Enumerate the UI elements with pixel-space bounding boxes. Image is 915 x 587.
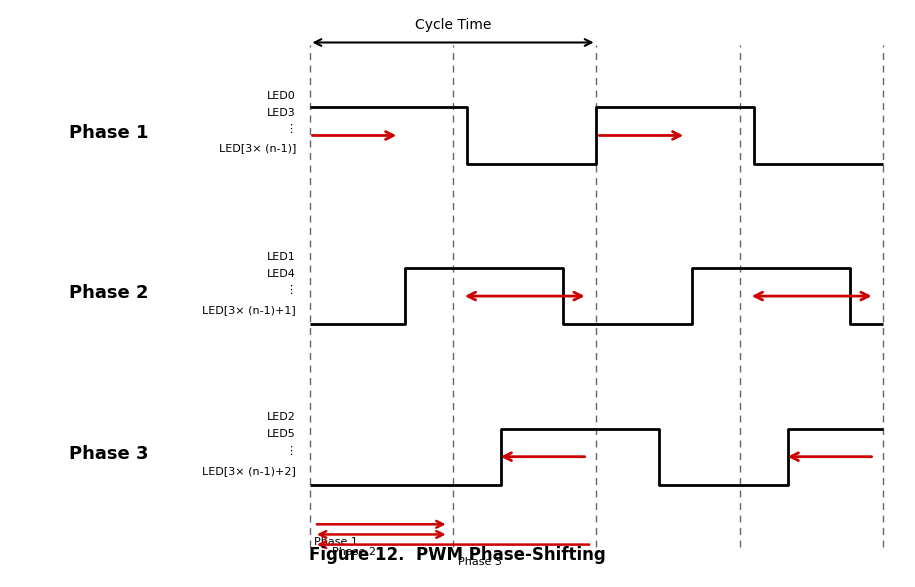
Text: LED2: LED2 xyxy=(267,412,296,422)
Text: Phase 3: Phase 3 xyxy=(458,557,501,567)
Text: Phase 3: Phase 3 xyxy=(69,445,148,463)
Text: LED[3× (n-1)+1]: LED[3× (n-1)+1] xyxy=(202,305,296,315)
Text: Phase 2: Phase 2 xyxy=(332,547,376,557)
Text: LED4: LED4 xyxy=(267,269,296,279)
Text: ⋮: ⋮ xyxy=(285,124,296,134)
Text: LED1: LED1 xyxy=(267,252,296,262)
Text: Cycle Time: Cycle Time xyxy=(414,18,491,32)
Text: LED[3× (n-1)+2]: LED[3× (n-1)+2] xyxy=(202,465,296,476)
Text: Phase 1: Phase 1 xyxy=(69,124,148,141)
Text: LED5: LED5 xyxy=(267,429,296,439)
Text: Figure 12.  PWM Phase-Shifting: Figure 12. PWM Phase-Shifting xyxy=(309,546,606,564)
Text: LED3: LED3 xyxy=(267,108,296,118)
Text: ⋮: ⋮ xyxy=(285,446,296,456)
Text: Phase 2: Phase 2 xyxy=(69,284,148,302)
Text: LED[3× (n-1)]: LED[3× (n-1)] xyxy=(219,143,296,153)
Text: Phase 1: Phase 1 xyxy=(314,537,358,546)
Text: LED0: LED0 xyxy=(267,91,296,101)
Text: ⋮: ⋮ xyxy=(285,285,296,295)
